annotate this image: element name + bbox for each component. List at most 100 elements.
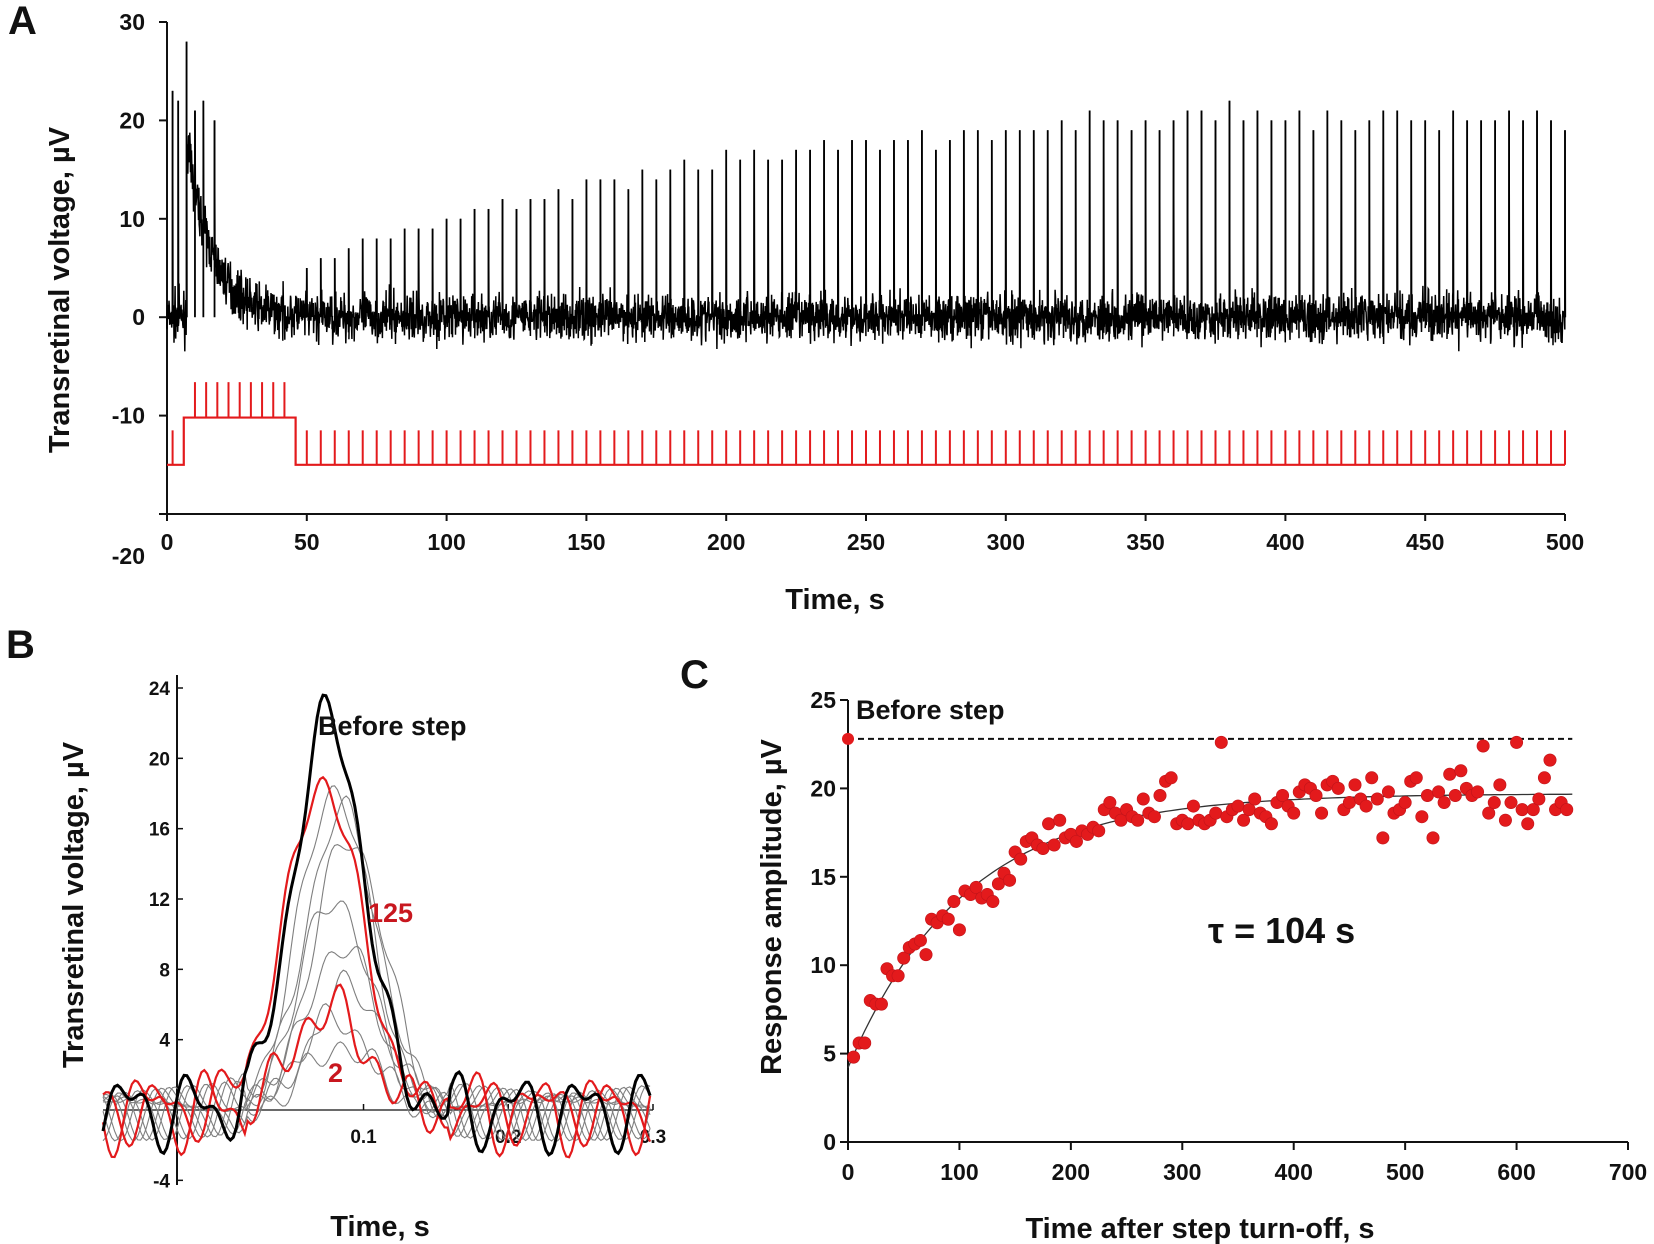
- data-point: [1560, 803, 1574, 817]
- panel-c-label: C: [680, 653, 709, 697]
- x-tick-label: 400: [1275, 1159, 1313, 1185]
- y-tick-label: -10: [112, 403, 145, 429]
- data-point: [1426, 831, 1440, 845]
- data-point: [1493, 778, 1507, 792]
- intermediate-trace: [102, 969, 651, 1142]
- y-tick-label: -4: [153, 1171, 170, 1192]
- panel-a-x-title: Time, s: [785, 584, 884, 616]
- x-tick-label: 300: [987, 529, 1025, 555]
- panel-c: C 0 5 10 15 20 25 0 100 200 300 400 500 600 700 Befo…: [680, 653, 1647, 1244]
- x-tick-label: 500: [1546, 529, 1584, 555]
- y-tick-label: 25: [810, 687, 836, 713]
- data-point: [1164, 771, 1178, 785]
- x-tick-label: 0.1: [350, 1127, 377, 1148]
- data-point: [1498, 813, 1512, 827]
- data-point: [1264, 817, 1278, 831]
- data-point: [1398, 796, 1412, 810]
- panel-b-label-2: 2: [328, 1058, 343, 1088]
- data-point: [1315, 806, 1329, 820]
- panel-a-x-ticks: 0 50 100 150 200 250 300 350 400 450 500: [161, 514, 1584, 555]
- x-tick-label: 0: [842, 1159, 855, 1185]
- panel-b-before-step-label: Before step: [318, 711, 467, 741]
- y-tick-label: 4: [159, 1031, 170, 1052]
- data-point: [1415, 810, 1429, 824]
- data-point: [1482, 806, 1496, 820]
- data-point: [1348, 778, 1362, 792]
- y-tick-label: 10: [119, 206, 145, 232]
- panel-b-y-ticks: 24 20 16 12 8 4 -4: [149, 679, 183, 1192]
- panel-c-tau-label: τ = 104 s: [1208, 910, 1355, 951]
- x-tick-label: 150: [567, 529, 605, 555]
- data-point: [1359, 799, 1373, 813]
- data-point: [1448, 788, 1462, 802]
- data-point: [947, 895, 961, 909]
- y-tick-label: 24: [149, 679, 171, 700]
- data-point: [1209, 806, 1223, 820]
- data-point: [1003, 873, 1017, 887]
- y-tick-label: 20: [119, 107, 145, 133]
- panel-a-y-ticks: 30 20 10 0 -10 -20: [112, 9, 167, 569]
- y-tick-label: 10: [810, 952, 836, 978]
- data-point: [1153, 788, 1167, 802]
- x-tick-label: 200: [707, 529, 745, 555]
- panel-c-before-step-label: Before step: [856, 695, 1005, 725]
- panel-b-x-ticks: 0.1 0.2 0.3: [350, 1104, 666, 1148]
- panel-a-y-title: Transretinal voltage, µV: [44, 126, 76, 453]
- panel-c-data-points: [842, 732, 1574, 1064]
- voltage-trace-line: [166, 41, 1567, 352]
- data-point: [1036, 842, 1050, 856]
- data-point: [1521, 817, 1535, 831]
- data-point: [1409, 771, 1423, 785]
- panel-b-x-title: Time, s: [330, 1211, 429, 1243]
- data-point: [1042, 817, 1056, 831]
- data-point: [1047, 838, 1061, 852]
- data-point: [1186, 799, 1200, 813]
- data-point: [969, 880, 983, 894]
- data-point: [1237, 813, 1251, 827]
- x-tick-label: 0: [161, 529, 174, 555]
- x-tick-label: 400: [1266, 529, 1304, 555]
- x-tick-label: 500: [1386, 1159, 1424, 1185]
- data-point: [919, 948, 933, 962]
- panel-b: B 24 20 16 12 8 4 -4 0.1 0.2 0.3 Before step 125…: [6, 623, 666, 1243]
- intermediate-trace: [102, 945, 651, 1142]
- panel-c-x-title: Time after step turn-off, s: [1025, 1213, 1374, 1244]
- x-tick-label: 300: [1163, 1159, 1201, 1185]
- data-point: [1248, 792, 1262, 806]
- x-tick-label: 600: [1497, 1159, 1535, 1185]
- y-tick-label: 0: [823, 1129, 836, 1155]
- intermediate-trace: [102, 844, 651, 1142]
- data-point: [1420, 788, 1434, 802]
- data-point: [1181, 817, 1195, 831]
- data-point: [1526, 803, 1540, 817]
- intermediate-trace: [102, 1003, 651, 1142]
- data-point: [1069, 834, 1083, 848]
- data-point: [897, 951, 911, 965]
- panel-c-y-title: Response amplitude, µV: [756, 738, 788, 1074]
- data-point: [1437, 796, 1451, 810]
- data-point: [1543, 753, 1557, 767]
- data-point: [1014, 852, 1028, 866]
- data-point: [1136, 792, 1150, 806]
- panel-c-y-ticks: 0 5 10 15 20 25: [810, 687, 848, 1155]
- data-point: [1443, 767, 1457, 781]
- data-point: [858, 1036, 872, 1050]
- x-tick-label: 100: [940, 1159, 978, 1185]
- data-point: [1342, 796, 1356, 810]
- data-point: [1510, 735, 1524, 749]
- data-point: [874, 997, 888, 1011]
- data-point: [1381, 785, 1395, 799]
- data-point: [1432, 785, 1446, 799]
- data-point: [1309, 788, 1323, 802]
- data-point: [1287, 806, 1301, 820]
- data-point: [1131, 813, 1145, 827]
- x-tick-label: 250: [847, 529, 885, 555]
- data-point: [1053, 813, 1067, 827]
- panel-a-label: A: [8, 0, 37, 43]
- data-point: [941, 912, 955, 926]
- data-point: [1276, 788, 1290, 802]
- data-point: [1532, 792, 1546, 806]
- y-tick-label: 12: [149, 890, 170, 911]
